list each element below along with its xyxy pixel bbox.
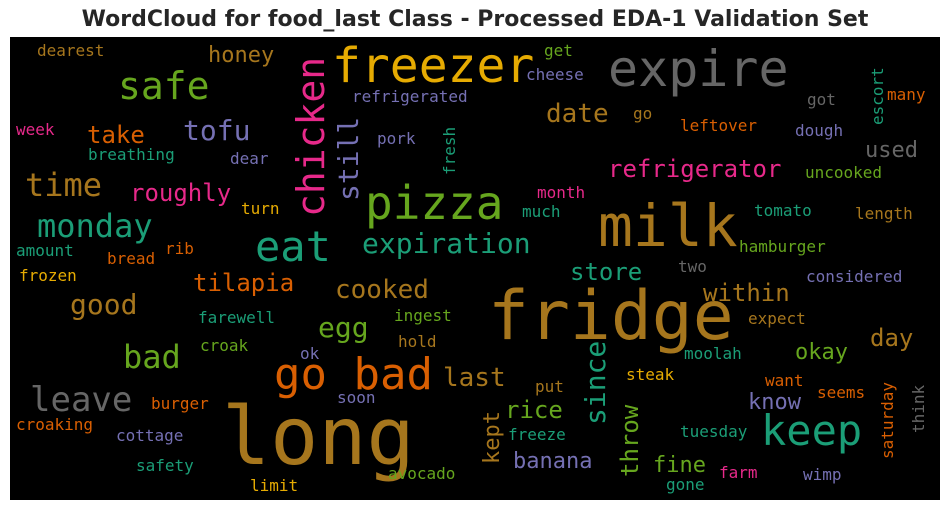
word-day: day xyxy=(870,324,914,352)
word-think: think xyxy=(909,384,928,433)
word-eat: eat xyxy=(255,222,331,271)
word-okay: okay xyxy=(795,340,848,365)
word-rib: rib xyxy=(165,239,194,258)
word-hamburger: hamburger xyxy=(739,237,826,256)
word-last: last xyxy=(443,363,506,393)
word-pork: pork xyxy=(377,129,416,148)
word-croak: croak xyxy=(200,336,249,355)
word-two: two xyxy=(678,257,707,276)
word-time: time xyxy=(25,166,103,204)
word-keep: keep xyxy=(761,406,863,455)
word-frozen: frozen xyxy=(19,266,77,285)
word-moolah: moolah xyxy=(684,344,742,363)
word-banana: banana xyxy=(513,449,593,474)
word-refrigerated: refrigerated xyxy=(352,87,468,106)
word-rice: rice xyxy=(505,396,563,424)
word-chicken: chicken xyxy=(289,56,333,217)
word-ok: ok xyxy=(300,344,320,363)
word-throw: throw xyxy=(616,404,644,477)
word-saturday: saturday xyxy=(878,381,897,459)
word-dear: dear xyxy=(230,149,269,168)
word-leave: leave xyxy=(30,380,133,420)
word-good: good xyxy=(70,288,138,321)
word-much: much xyxy=(522,202,561,221)
word-hold: hold xyxy=(398,332,437,351)
word-burger: burger xyxy=(151,394,209,413)
word-month: month xyxy=(537,183,586,202)
word-store: store xyxy=(570,258,643,286)
word-croaking: croaking xyxy=(16,415,94,434)
word-go: go xyxy=(633,104,653,123)
word-turn: turn xyxy=(241,199,280,218)
word-freeze: freeze xyxy=(508,425,566,444)
word-got: got xyxy=(807,90,836,109)
word-cottage: cottage xyxy=(116,426,184,445)
word-tofu: tofu xyxy=(183,114,251,147)
word-week: week xyxy=(16,120,55,139)
word-take: take xyxy=(87,121,145,149)
chart-title: WordCloud for food_last Class - Processe… xyxy=(81,7,869,32)
word-get: get xyxy=(544,41,573,60)
word-soon: soon xyxy=(337,388,376,407)
word-leftover: leftover xyxy=(680,116,758,135)
word-amount: amount xyxy=(16,241,74,260)
word-fridge: fridge xyxy=(488,277,734,356)
word-breathing: breathing xyxy=(88,145,175,164)
word-used: used xyxy=(865,138,918,163)
word-many: many xyxy=(887,85,926,104)
word-roughly: roughly xyxy=(130,179,232,207)
word-safety: safety xyxy=(136,456,194,475)
word-within: within xyxy=(703,279,790,307)
wordcloud-canvas: long fridge milk expire freezer pizza eat keep g… xyxy=(10,37,940,500)
word-limit: limit xyxy=(250,476,299,495)
word-pizza: pizza xyxy=(365,176,504,230)
word-bad: bad xyxy=(123,338,181,376)
word-safe: safe xyxy=(118,64,210,108)
word-honey: honey xyxy=(208,43,275,68)
word-cooked: cooked xyxy=(335,275,429,305)
word-expect: expect xyxy=(748,309,806,328)
word-monday: monday xyxy=(37,207,153,245)
word-still: still xyxy=(332,116,365,201)
word-dearest: dearest xyxy=(37,41,105,60)
word-tuesday: tuesday xyxy=(680,422,748,441)
word-farm: farm xyxy=(719,463,758,482)
word-fresh: fresh xyxy=(440,126,459,175)
word-length: length xyxy=(855,204,913,223)
word-since: since xyxy=(579,340,612,425)
word-know: know xyxy=(748,390,801,415)
word-ingest: ingest xyxy=(394,306,452,325)
word-refrigerator: refrigerator xyxy=(608,155,782,183)
word-tomato: tomato xyxy=(754,201,812,220)
word-bread: bread xyxy=(107,249,156,268)
word-expiration: expiration xyxy=(362,227,531,260)
word-steak: steak xyxy=(626,365,675,384)
word-wimp: wimp xyxy=(803,465,842,484)
word-dough: dough xyxy=(795,121,844,140)
word-freezer: freezer xyxy=(332,38,535,94)
word-considered: considered xyxy=(806,267,903,286)
word-farewell: farewell xyxy=(198,308,276,327)
word-seems: seems xyxy=(817,383,866,402)
word-gone: gone xyxy=(666,475,705,494)
word-put: put xyxy=(535,377,564,396)
word-avocado: avocado xyxy=(388,464,456,483)
word-milk: milk xyxy=(598,192,738,260)
word-date: date xyxy=(546,99,609,129)
word-uncooked: uncooked xyxy=(805,163,883,182)
word-escort: escort xyxy=(868,67,887,125)
word-long: long xyxy=(222,390,415,483)
word-want: want xyxy=(765,371,804,390)
word-expire: expire xyxy=(608,40,789,98)
word-cheese: cheese xyxy=(526,65,584,84)
word-fine: fine xyxy=(653,453,706,478)
word-egg: egg xyxy=(318,311,369,344)
word-go-bad: go bad xyxy=(274,349,433,400)
word-tilapia: tilapia xyxy=(193,269,295,297)
word-kept: kept xyxy=(480,411,505,464)
